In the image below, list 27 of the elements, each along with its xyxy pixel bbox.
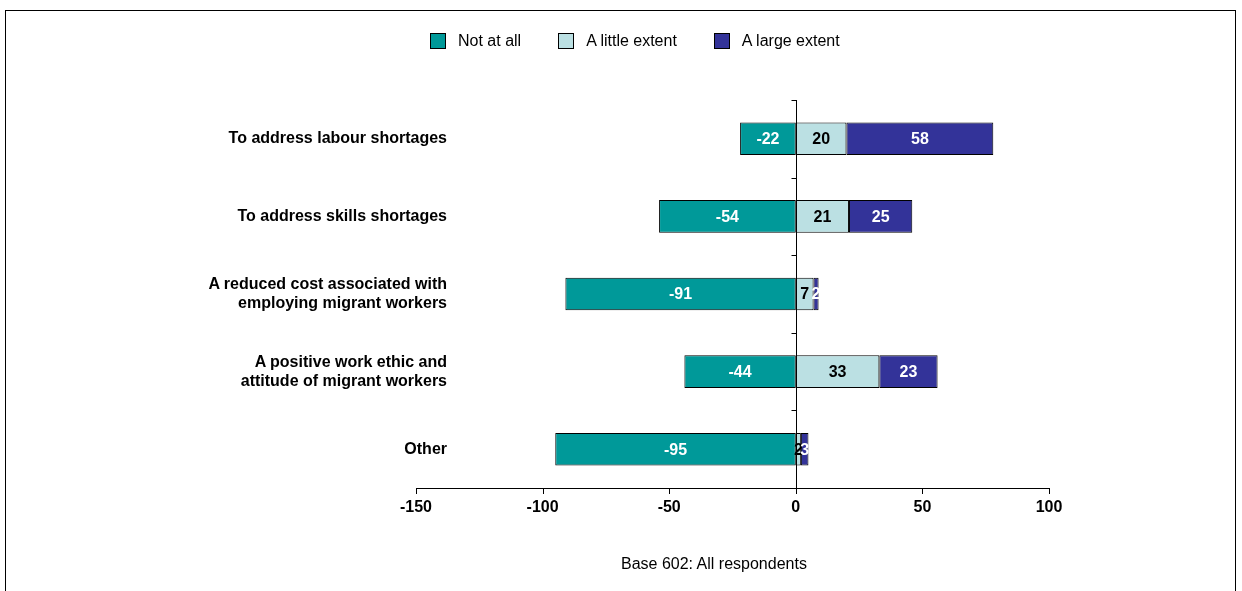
y-tick-label: A reduced cost associated with employing migrant workers <box>208 274 448 311</box>
legend-label: A large extent <box>741 32 840 50</box>
x-tick-label: 50 <box>913 498 932 516</box>
y-tick-label: To address skills shortages <box>237 206 448 224</box>
data-label: 33 <box>828 363 847 381</box>
data-label: 21 <box>813 207 832 225</box>
data-label: -54 <box>715 207 740 225</box>
data-label: -95 <box>663 440 688 458</box>
data-label: 23 <box>899 363 918 381</box>
x-tick-label: -100 <box>526 498 559 516</box>
data-label: 58 <box>910 130 929 148</box>
y-tick-label: To address labour shortages <box>228 129 448 147</box>
data-label: -44 <box>728 363 752 381</box>
data-label: -22 <box>756 130 780 148</box>
y-tick-label: Other <box>404 439 447 457</box>
legend-label: A little extent <box>586 32 677 50</box>
x-tick-label: 0 <box>791 498 801 516</box>
x-tick-label: -50 <box>657 498 681 516</box>
data-label: 25 <box>871 207 890 225</box>
data-label: -91 <box>669 285 693 303</box>
x-tick-label: -150 <box>399 498 433 516</box>
data-label: 20 <box>812 130 831 148</box>
y-tick-label: A positive work ethic and attitude of migrant workers <box>240 352 448 389</box>
legend-label: Not at all <box>458 32 522 50</box>
text: Base 602: All respondents <box>621 555 807 573</box>
x-tick-label: 100 <box>1035 498 1063 516</box>
data-label: 7 <box>800 285 810 303</box>
